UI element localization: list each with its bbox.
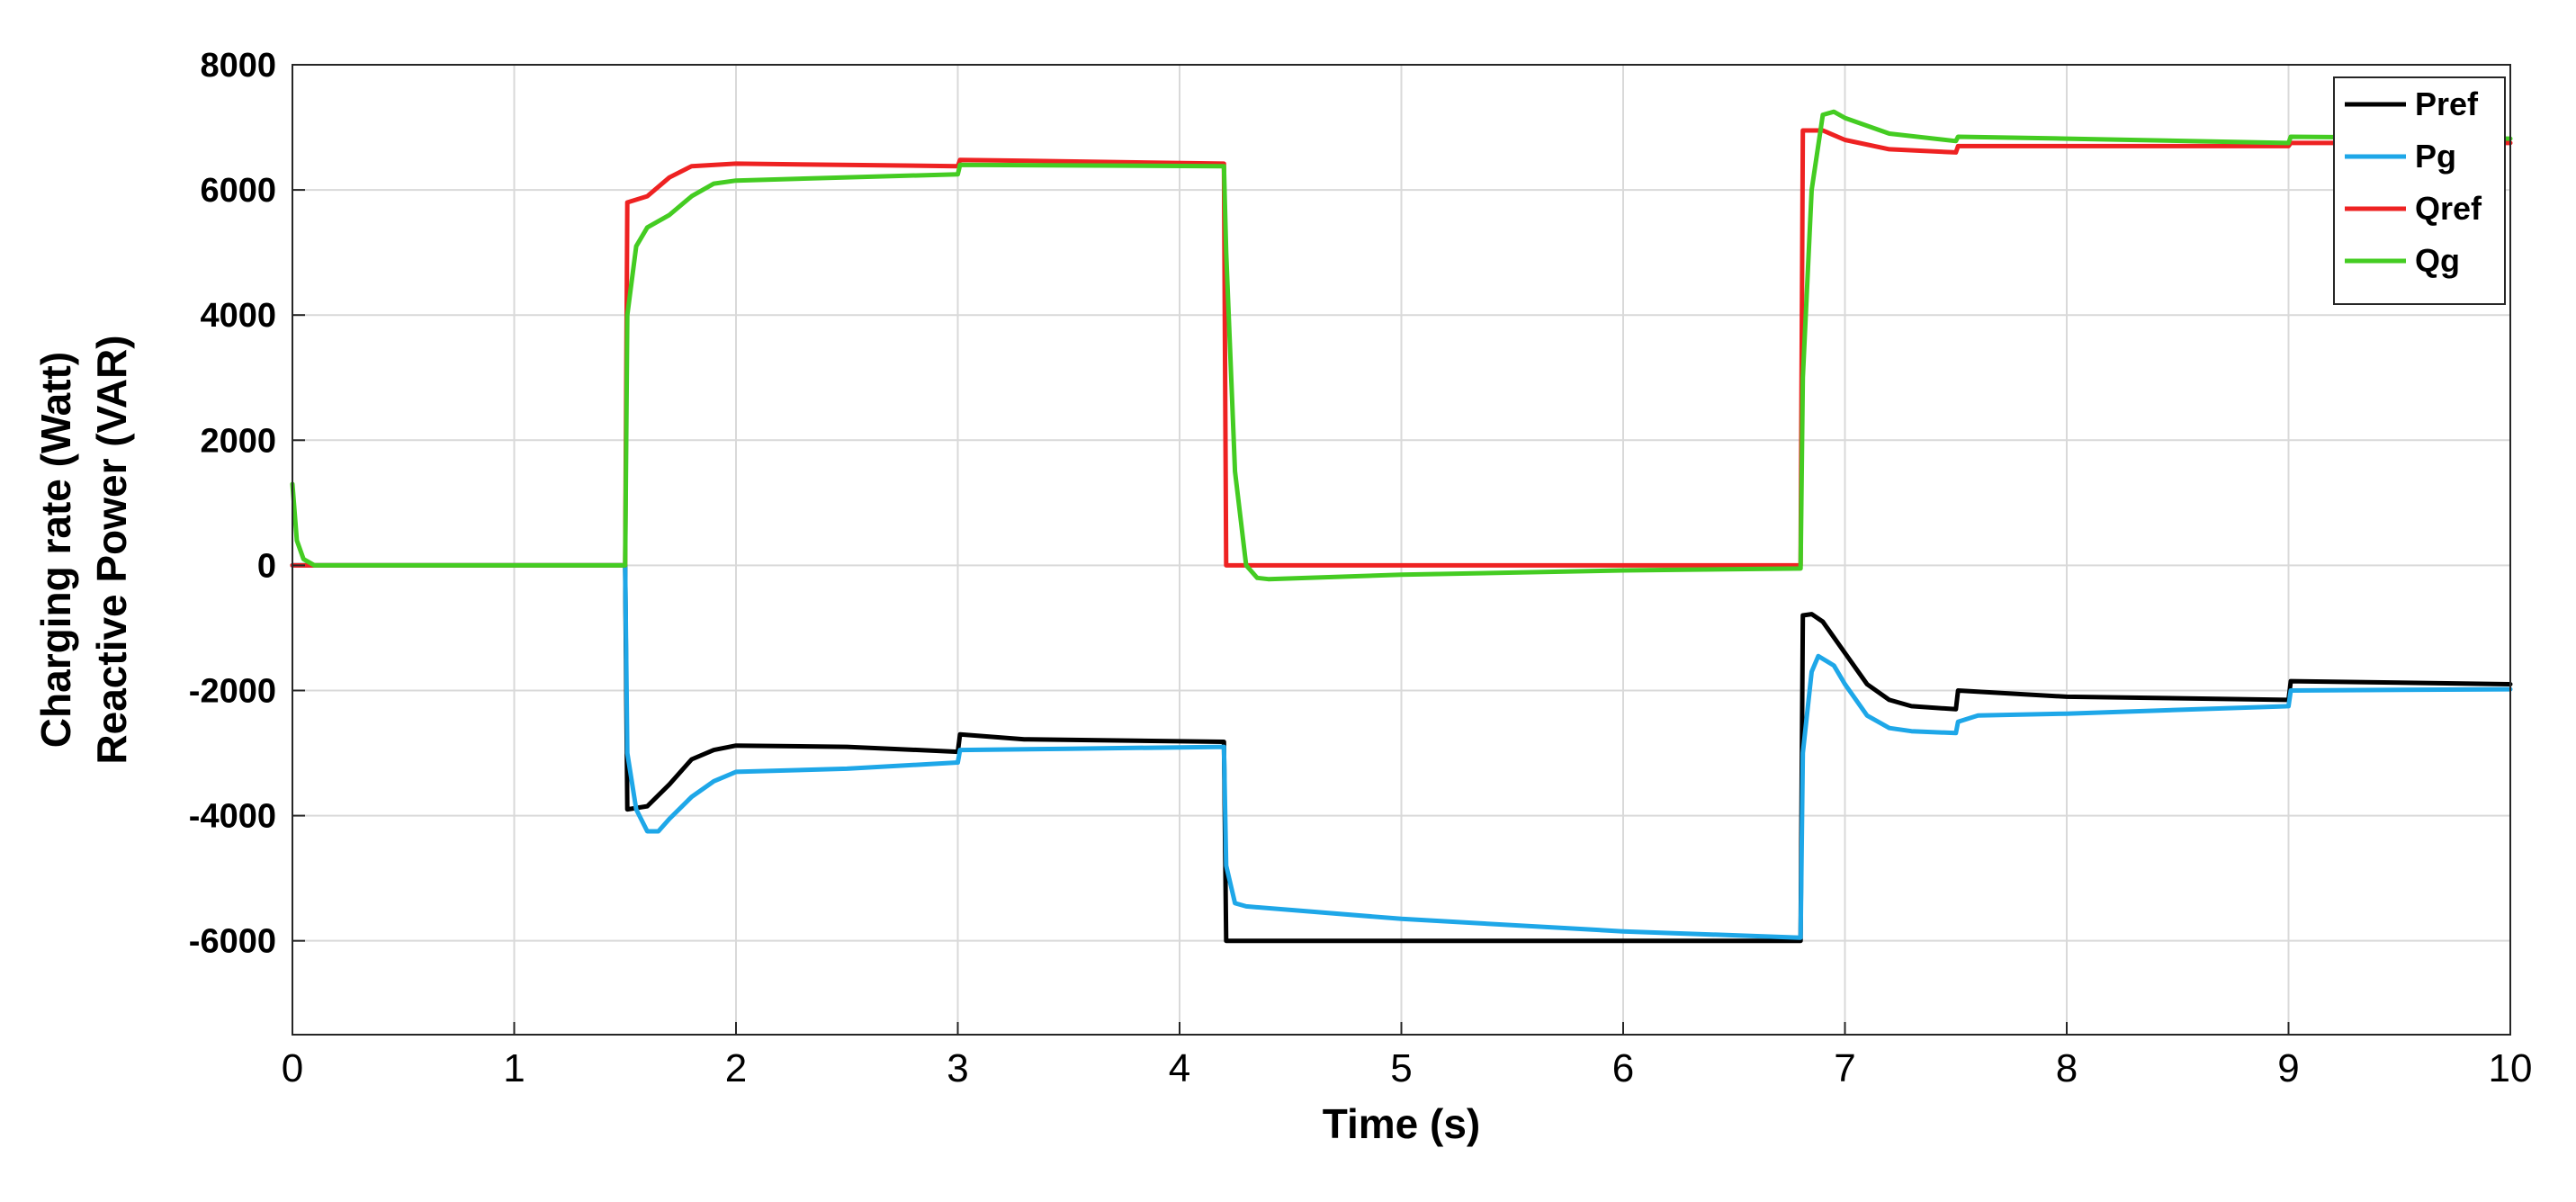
x-tick-label: 4: [1169, 1046, 1190, 1090]
series-line-pref: [290, 562, 2513, 944]
x-tick-label: 5: [1390, 1046, 1412, 1090]
tick-labels: 0 1 2 3 4 5 6 7 8 9 10 -6000 -4000 -2000 0 2000 4000 6000…: [189, 47, 2533, 1090]
y-axis-label-line-2: Reactive Power (VAR): [88, 335, 135, 764]
y-tick-label: -2000: [189, 672, 276, 710]
x-tick-label: 8: [2056, 1046, 2078, 1090]
x-tick-label: 6: [1612, 1046, 1634, 1090]
series-line-qref: [290, 128, 2513, 568]
legend-label-pref: Pref: [2415, 85, 2479, 122]
x-tick-label: 2: [725, 1046, 747, 1090]
legend-label-pg: Pg: [2415, 138, 2456, 175]
y-tick-label: 0: [257, 547, 276, 585]
x-tick-label: 9: [2277, 1046, 2299, 1090]
x-axis-label: Time (s): [1323, 1100, 1481, 1147]
series-lines: [290, 109, 2513, 944]
y-tick-label: -6000: [189, 923, 276, 961]
y-axis-label-line-1: Charging rate (Watt): [32, 352, 79, 748]
y-tick-label: -4000: [189, 798, 276, 836]
y-tick-label: 6000: [200, 172, 276, 210]
y-tick-label: 2000: [200, 422, 276, 460]
series-line-pg: [290, 562, 2513, 940]
x-tick-label: 3: [947, 1046, 968, 1090]
series-line-qg: [290, 109, 2513, 582]
legend-label-qg: Qg: [2415, 242, 2460, 279]
legend-box: [2333, 76, 2506, 305]
legend: Pref Pg Qref Qg: [2333, 76, 2506, 305]
x-tick-label: 10: [2489, 1046, 2533, 1090]
y-tick-label: 8000: [200, 47, 276, 85]
legend-label-qref: Qref: [2415, 190, 2482, 227]
x-tick-label: 7: [1834, 1046, 1855, 1090]
y-tick-label: 4000: [200, 297, 276, 335]
x-tick-label: 0: [282, 1046, 303, 1090]
x-tick-label: 1: [503, 1046, 525, 1090]
